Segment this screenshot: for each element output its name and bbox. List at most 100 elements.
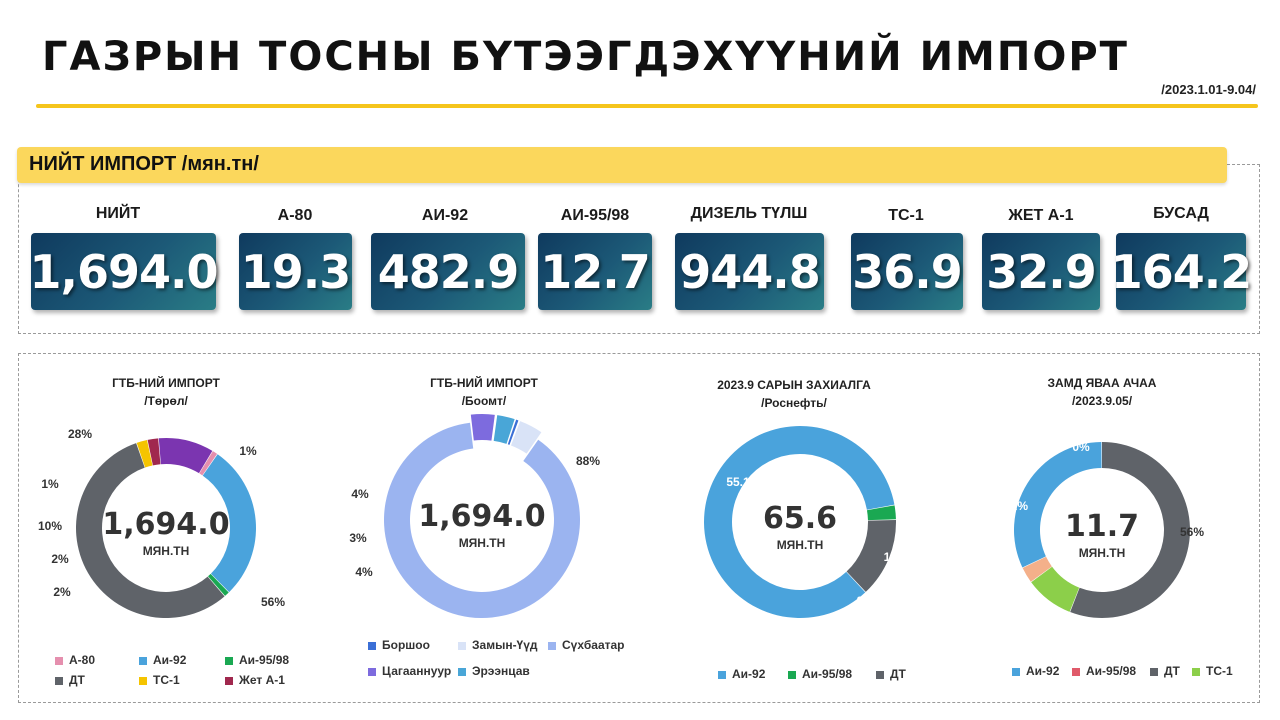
legend-item-ai92: Аи-92 [139,653,186,667]
slice-аи-92 [202,454,256,593]
chart1-subtitle: /Төрөл/ [144,394,188,408]
kpi-label-ai95: АИ-95/98 [560,207,630,224]
kpi-tc1-value: 36.9 [851,233,963,310]
slice-label: 9% [1052,613,1070,627]
slice-label: 0% [1072,440,1090,454]
kpi-label-total: НИЙТ [95,205,141,222]
slice-other [158,437,213,474]
slice-а-80 [199,451,218,476]
donut-center-unit: МЯН.ТН [777,538,824,552]
legend-item-ereentsav: Эрээнцав [458,664,530,678]
legend-item-jet: Жет А-1 [225,673,285,687]
kpi-a80-number: 19.3 [240,244,351,299]
donut-center-value: 1,694.0 [418,499,545,534]
slice-аи-92 [704,426,895,618]
slice-аи-92 [1014,442,1102,568]
slice-label: 28% [68,427,92,441]
kpi-banner-label: НИЙТ ИМПОРТ /мян.тн/ [29,153,259,175]
kpi-ai95-value: 12.7 [538,233,652,310]
kpi-other-number: 164.2 [1110,244,1253,299]
slice-эрээнцав [493,415,515,444]
legend-item-tc1: ТС-1 [139,673,180,687]
legend-item-borshoo: Боршоо [368,638,430,652]
kpi-label-tc1: ТС-1 [888,207,924,224]
title-underline [36,104,1258,108]
kpi-jet-value: 32.9 [982,233,1100,310]
slice-label: 56% [1180,525,1204,539]
slice-жет-а-1 [147,438,161,466]
kpi-ai92-number: 482.9 [377,244,520,299]
chart2-title-block: ГТБ-НИЙ ИМПОРТ /Боомт/ [384,374,584,410]
chart1-title: ГТБ-НИЙ ИМПОРТ [112,376,220,390]
page-title: ГАЗРЫН ТОСНЫ БҮТЭЭГДЭХҮҮНИЙ ИМПОРТ [42,34,1129,80]
slice-label: 55.1 [726,475,750,489]
donut-center-value: 65.6 [763,501,837,536]
kpi-diesel-number: 944.8 [679,244,821,299]
kpi-total-number: 1,694.0 [29,244,219,299]
donut-center-unit: МЯН.ТН [143,544,190,558]
slice-label: 4% [351,487,369,501]
kpi-ai92-value: 482.9 [371,233,525,310]
slice-label: 3% [1025,591,1043,605]
slice-дт [1070,442,1190,618]
slice-боршоо [507,419,519,445]
slice-label: 1% [41,477,59,491]
charts-panel [18,353,1260,703]
legend-item-order-ai92: Аи-92 [718,667,765,681]
chart1-title-block: ГТБ-НИЙ ИМПОРТ /Төрөл/ [66,374,266,410]
slice-цагааннуур [470,414,495,441]
kpi-label-diesel: ДИЗЕЛЬ ТҮЛШ [690,205,808,222]
kpi-ai95-number: 12.7 [540,244,650,299]
kpi-banner: НИЙТ ИМПОРТ /мян.тн/ [17,147,1227,183]
donut-center-unit: МЯН.ТН [459,536,506,550]
legend-item-zamynuud: Замын-Үүд [458,638,538,652]
legend-item-sukhbaatar: Сүхбаатар [548,638,625,652]
chart3-subtitle: /Роснефть/ [761,396,827,410]
slice-label: 1% [239,444,257,458]
donut-center-value: 11.7 [1065,509,1139,544]
chart4-title-block: ЗАМД ЯВАА АЧАА /2023.9.05/ [1002,374,1202,410]
legend-item-ai95: Аи-95/98 [225,653,289,667]
legend-item-load-tc1: ТС-1 [1192,664,1233,678]
slice-label: 2% [51,552,69,566]
legend-item-load-dt: ДТ [1150,664,1180,678]
period-label: /2023.1.01-9.04/ [1161,82,1256,97]
slice-label: 10% [38,519,62,533]
kpi-total-value: 1,694.0 [29,233,219,310]
slice-тс-1 [136,440,153,468]
legend-item-a80: А-80 [55,653,95,667]
kpi-jet-number: 32.9 [986,244,1096,299]
kpi-label-ai92: АИ-92 [421,207,469,224]
kpi-diesel-value: 944.8 [675,233,824,310]
kpi-label-a80: А-80 [277,207,313,224]
chart2-title: ГТБ-НИЙ ИМПОРТ [430,376,538,390]
chart2-subtitle: /Боомт/ [461,394,507,408]
chart4-title: ЗАМД ЯВАА АЧАА [1047,376,1157,390]
kpi-tc1-number: 36.9 [852,244,962,299]
chart3-title: 2023.9 САРЫН ЗАХИАЛГА [717,378,871,392]
slice-label: 4% [355,565,373,579]
donut-center-value: 1,694.0 [102,507,229,542]
legend-item-load-ai92: Аи-92 [1012,664,1059,678]
chart3-title-block: 2023.9 САРЫН ЗАХИАЛГА /Роснефть/ [694,376,894,412]
slice-label: 56% [261,595,285,609]
kpi-label-other: БУСАД [1153,205,1209,222]
donut-center-unit: МЯН.ТН [1079,546,1126,560]
slice-тс-1 [1031,566,1080,612]
slice-label: 32% [1004,499,1028,513]
legend-item-tsagaannuur: Цагааннуур [368,664,451,678]
kpi-a80-value: 19.3 [239,233,352,310]
slice-label: 2% [53,585,71,599]
slice-замын-үүд [510,421,542,454]
slice-label: 88% [576,454,600,468]
slice-аи-95-98 [866,505,896,521]
slice-дт [846,519,897,592]
legend-item-load-ai95: Аи-95/98 [1072,664,1136,678]
slice-label: 3% [349,531,367,545]
legend-item-order-dt: ДТ [876,667,906,681]
kpi-label-jet: ЖЕТ А-1 [1008,207,1074,224]
slice-дт [75,443,225,619]
